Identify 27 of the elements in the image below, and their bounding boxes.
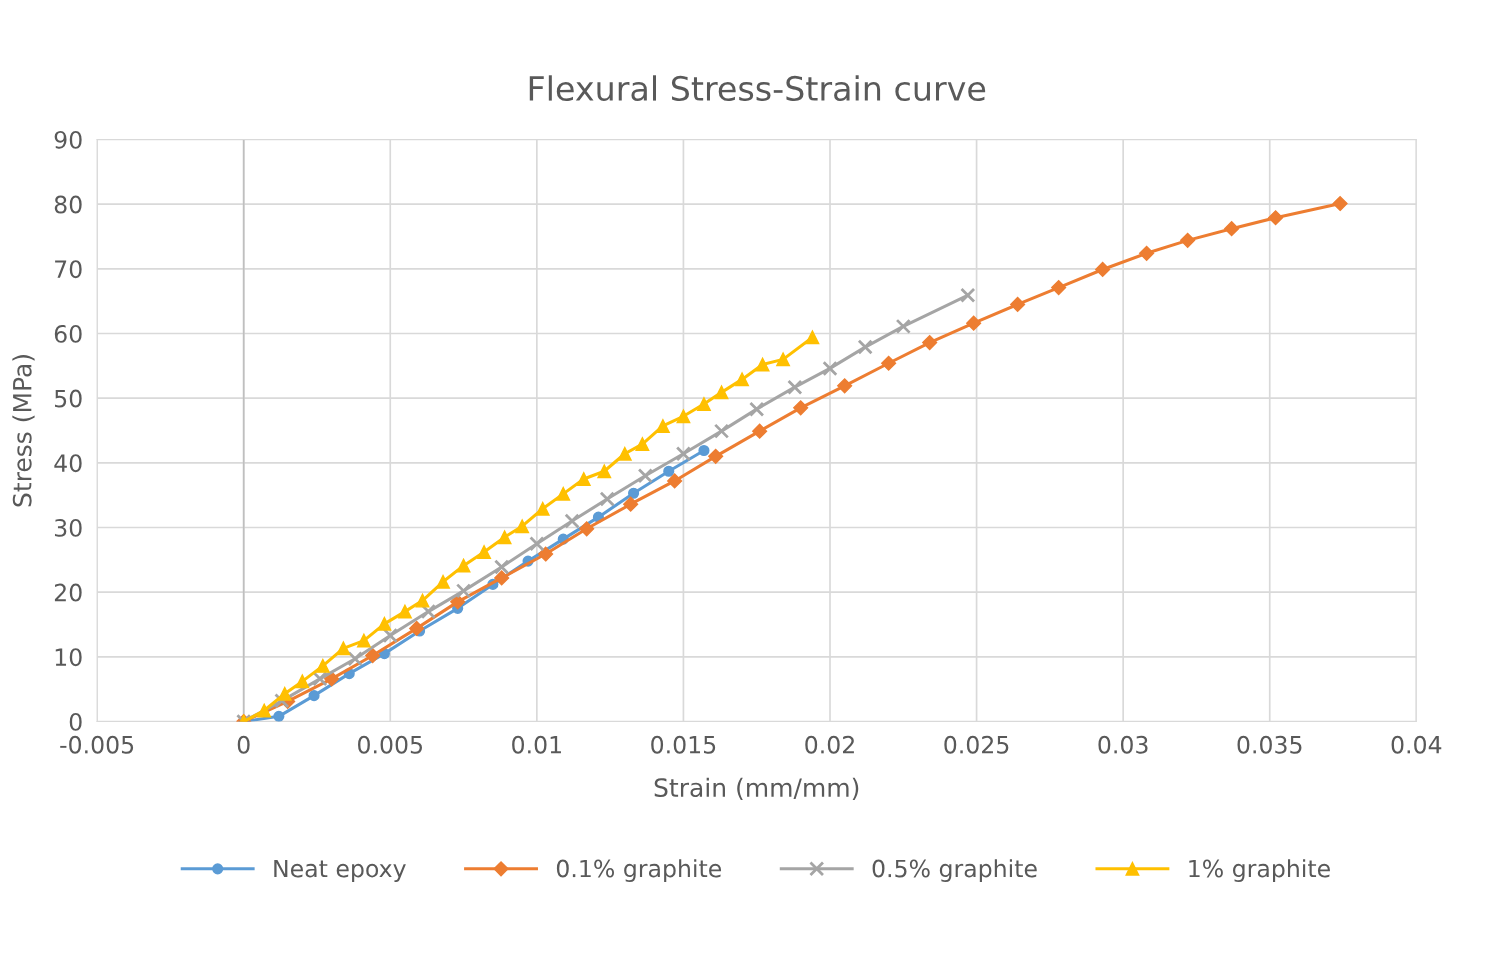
- y-tick-label: 80: [54, 195, 82, 214]
- x-tick-label: 0.005: [358, 735, 422, 754]
- x-tick-label: 0.03: [1098, 735, 1148, 754]
- y-tick-label: 50: [55, 389, 82, 408]
- y-tick-label: 90: [54, 130, 82, 149]
- legend-label: 1% graphite: [1189, 859, 1330, 882]
- x-tick-label: -0.005: [60, 735, 134, 754]
- y-tick-label: 10: [55, 648, 82, 667]
- y-tick-label: 20: [54, 583, 82, 602]
- x-tick-label: 0.035: [1237, 735, 1302, 754]
- legend-label: 0.1% graphite: [556, 859, 722, 882]
- x-axis-title: Strain (mm/mm): [654, 777, 859, 800]
- x-tick-label: 0.04: [1391, 735, 1442, 754]
- x-tick-label: 0: [237, 735, 250, 754]
- x-tick-label: 0.015: [651, 735, 716, 754]
- chart-title: Flexural Stress-Strain curve: [529, 75, 986, 102]
- x-tick-label: 0.025: [944, 735, 1009, 754]
- legend-label: 0.5% graphite: [872, 859, 1037, 882]
- y-tick-label: 40: [54, 454, 82, 473]
- y-tick-label: 70: [55, 260, 82, 279]
- y-tick-label: 60: [54, 324, 82, 343]
- y-tick-label: 0: [69, 712, 82, 731]
- legend-label: Neat epoxy: [274, 859, 406, 882]
- y-tick-label: 30: [54, 518, 82, 537]
- x-tick-label: 0.02: [805, 735, 854, 754]
- x-tick-label: 0.01: [512, 735, 561, 754]
- y-axis-title: Stress (MPa): [12, 355, 35, 507]
